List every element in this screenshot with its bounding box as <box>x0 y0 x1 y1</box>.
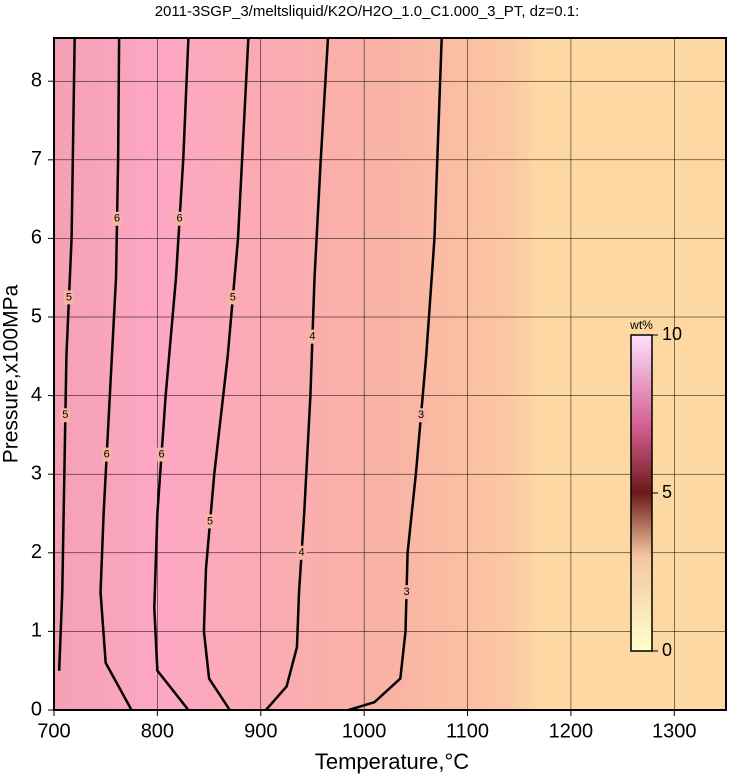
x-tick-label: 1200 <box>549 720 594 742</box>
y-tick-label: 0 <box>31 698 42 720</box>
y-tick-label: 6 <box>31 227 42 249</box>
y-tick-label: 3 <box>31 462 42 484</box>
contour-line <box>264 37 330 711</box>
contour-label-bg <box>112 211 123 226</box>
contour-label: 4 <box>309 331 315 343</box>
contour-field <box>54 38 726 710</box>
contour-label: 5 <box>230 291 236 303</box>
contour-label: 6 <box>158 448 164 460</box>
contour-label: 3 <box>403 586 409 598</box>
contour-label-bg <box>156 447 167 462</box>
x-tick-label: 700 <box>37 720 70 742</box>
contour-line <box>348 37 443 712</box>
contour-label-bg <box>227 290 238 305</box>
y-tick-label: 2 <box>31 541 42 563</box>
contour-label-bg <box>101 447 112 462</box>
contour-label-bg <box>307 329 318 344</box>
contour-label: 5 <box>66 291 72 303</box>
y-tick-label: 8 <box>31 70 42 92</box>
x-tick-label: 1100 <box>446 720 489 742</box>
contour-label: 4 <box>299 547 305 559</box>
x-tick-label: 1300 <box>652 720 697 742</box>
x-tick-label: 800 <box>141 720 174 742</box>
colorbar-tick-label: 5 <box>662 482 672 502</box>
contour-label-bg <box>205 514 216 529</box>
contour-label: 5 <box>207 515 213 527</box>
contour-label-bg <box>60 408 71 423</box>
contour-label: 6 <box>104 448 110 460</box>
chart-title: 2011-3SGP_3/meltsliquid/K2O/H2O_1.0_C1.0… <box>155 3 580 20</box>
y-tick-label: 4 <box>31 384 42 406</box>
colorbar-tick-label: 10 <box>662 324 682 344</box>
y-axis-label: Pressure,x100MPa <box>0 284 23 463</box>
x-tick-label: 900 <box>244 720 277 742</box>
x-tick-label: 1000 <box>342 720 387 742</box>
contour-label-bg <box>174 211 185 226</box>
contour-label-bg <box>296 545 307 560</box>
contour-label: 6 <box>114 213 120 225</box>
contour-label-bg <box>63 290 74 305</box>
colorbar-label: wt% <box>629 318 653 332</box>
y-tick-label: 1 <box>31 620 42 642</box>
contour-label-bg <box>401 585 412 600</box>
y-tick-label: 5 <box>31 305 42 327</box>
contour-label: 3 <box>418 409 424 421</box>
contour-label: 5 <box>62 409 68 421</box>
x-axis-label: Temperature,°C <box>315 749 469 774</box>
contour-label: 6 <box>177 213 183 225</box>
plot-frame <box>53 37 727 711</box>
colorbar <box>630 334 653 652</box>
y-tick-label: 7 <box>31 148 42 170</box>
colorbar-tick-label: 0 <box>662 640 672 660</box>
contour-label-bg <box>416 408 427 423</box>
